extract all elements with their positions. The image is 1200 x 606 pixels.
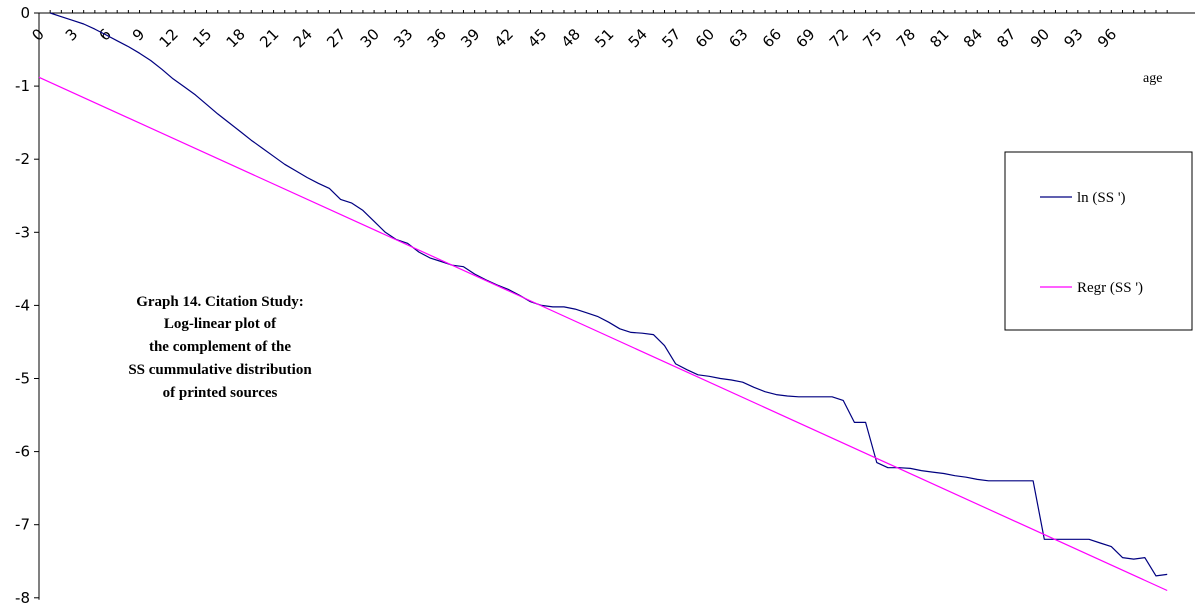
x-tick-label: 3 [62, 25, 81, 44]
x-tick-label: 66 [759, 25, 785, 51]
x-tick-label: 87 [993, 25, 1019, 51]
x-tick-label: 90 [1027, 25, 1053, 51]
x-tick-label: 81 [926, 25, 952, 51]
x-tick-label: 63 [725, 25, 751, 51]
x-tick-label: 72 [826, 25, 852, 51]
annotation-line-4: SS cummulative distribution [128, 362, 312, 378]
x-tick-label: 36 [424, 25, 450, 51]
x-tick-label: 27 [323, 25, 349, 51]
x-axis-label: age [1143, 71, 1162, 86]
x-tick-label: 0 [28, 25, 47, 44]
x-tick-label: 12 [156, 25, 182, 51]
y-tick-label: -6 [15, 443, 30, 461]
x-tick-label: 30 [357, 25, 383, 51]
x-axis-ticks: 0 3 6 9 12 15 18 21 24 27 30 33 36 39 42 45 48 51 54 57 60 63… [28, 10, 1168, 51]
y-tick-label: -3 [15, 223, 30, 241]
x-tick-label: 15 [189, 25, 215, 51]
x-tick-label: 96 [1094, 25, 1120, 51]
y-tick-label: -8 [15, 589, 30, 606]
legend-label-ln-ss: ln (SS ') [1077, 190, 1126, 206]
x-tick-label: 78 [893, 25, 919, 51]
x-tick-label: 75 [859, 25, 885, 51]
x-tick-label: 57 [658, 25, 684, 51]
x-tick-label: 39 [457, 25, 483, 51]
legend: ln (SS ') Regr (SS ') [1004, 151, 1193, 331]
y-tick-label: 0 [20, 4, 30, 22]
x-tick-label: 42 [491, 25, 517, 51]
x-tick-label: 9 [129, 25, 148, 44]
legend-label-regr-ss: Regr (SS ') [1077, 280, 1143, 296]
annotation-line-2: Log-linear plot of [164, 316, 277, 332]
x-tick-label: 84 [960, 25, 986, 51]
x-tick-label: 51 [591, 25, 617, 51]
legend-box [1004, 151, 1193, 331]
x-tick-label: 69 [792, 25, 818, 51]
x-tick-label: 93 [1060, 25, 1086, 51]
x-tick-label: 24 [290, 25, 316, 51]
annotation-line-3: the complement of the [149, 339, 291, 355]
annotation-line-1: Graph 14. Citation Study: [136, 294, 304, 310]
y-tick-label: -5 [15, 370, 30, 388]
y-tick-label: -1 [15, 77, 30, 95]
x-tick-label: 60 [692, 25, 718, 51]
series-line-ln-ss [50, 12, 1168, 577]
x-tick-label: 21 [256, 25, 282, 51]
y-axis-ticks: 0 -1 -2 -3 -4 -5 -6 -7 -8 [15, 4, 39, 606]
x-tick-label: 18 [223, 25, 249, 51]
y-tick-label: -2 [15, 150, 30, 168]
x-tick-label: 54 [625, 25, 651, 51]
y-tick-label: -7 [15, 516, 30, 534]
y-tick-label: -4 [15, 296, 30, 314]
series-line-regr-ss [38, 76, 1168, 592]
series-lines [38, 12, 1168, 592]
annotation-line-5: of printed sources [163, 385, 278, 401]
x-tick-label: 33 [390, 25, 416, 51]
axes [38, 12, 1195, 600]
x-tick-label: 48 [558, 25, 584, 51]
x-tick-label: 45 [524, 25, 550, 51]
chart-annotation: Graph 14. Citation Study: Log-linear plo… [128, 294, 312, 401]
